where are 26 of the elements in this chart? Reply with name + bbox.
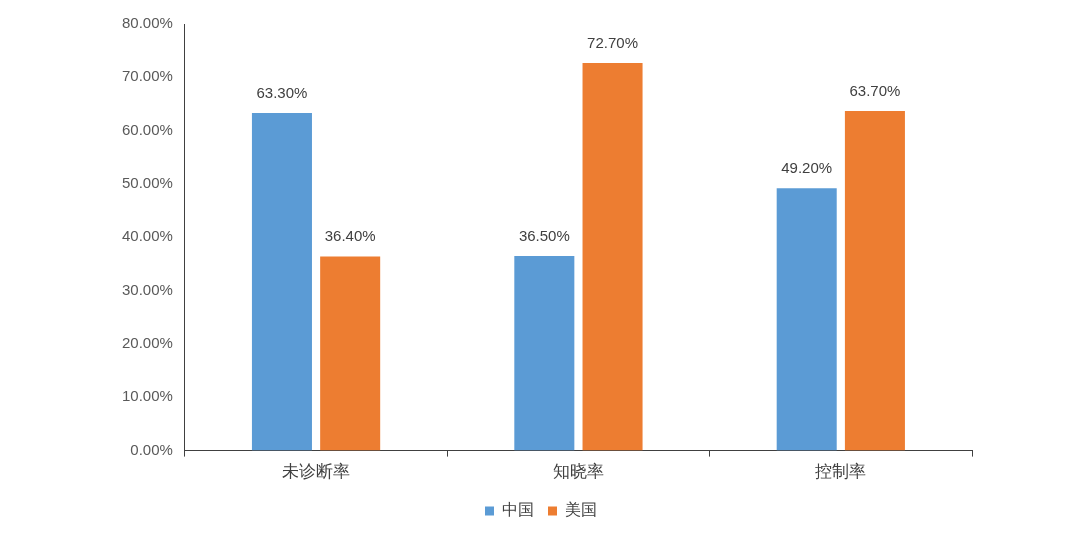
x-tick-label: 知晓率 <box>552 462 604 482</box>
bar <box>514 255 575 451</box>
y-tick-label: 20.00% <box>122 334 173 352</box>
data-label: 36.40% <box>324 227 376 245</box>
bar <box>251 113 312 451</box>
y-tick-label: 40.00% <box>122 227 173 245</box>
x-tick-label: 未诊断率 <box>282 462 351 482</box>
data-label: 63.70% <box>849 81 901 99</box>
y-tick-label: 70.00% <box>122 67 173 85</box>
bar <box>844 110 905 451</box>
y-tick-label: 30.00% <box>122 280 173 298</box>
data-label: 72.70% <box>587 33 638 51</box>
data-label: 63.30% <box>256 83 308 101</box>
legend-label: 中国 <box>502 501 534 519</box>
y-tick-label: 0.00% <box>130 440 173 458</box>
y-tick-label: 50.00% <box>122 174 173 192</box>
bar <box>582 62 643 451</box>
data-label: 36.50% <box>518 226 570 244</box>
legend-label: 美国 <box>565 501 597 519</box>
y-tick-label: 10.00% <box>122 387 173 405</box>
bar <box>320 256 381 451</box>
y-tick-label: 60.00% <box>122 120 173 138</box>
x-tick-label: 控制率 <box>815 462 867 482</box>
data-label: 49.20% <box>781 158 833 176</box>
bar <box>776 188 837 451</box>
y-tick-label: 80.00% <box>122 14 173 32</box>
